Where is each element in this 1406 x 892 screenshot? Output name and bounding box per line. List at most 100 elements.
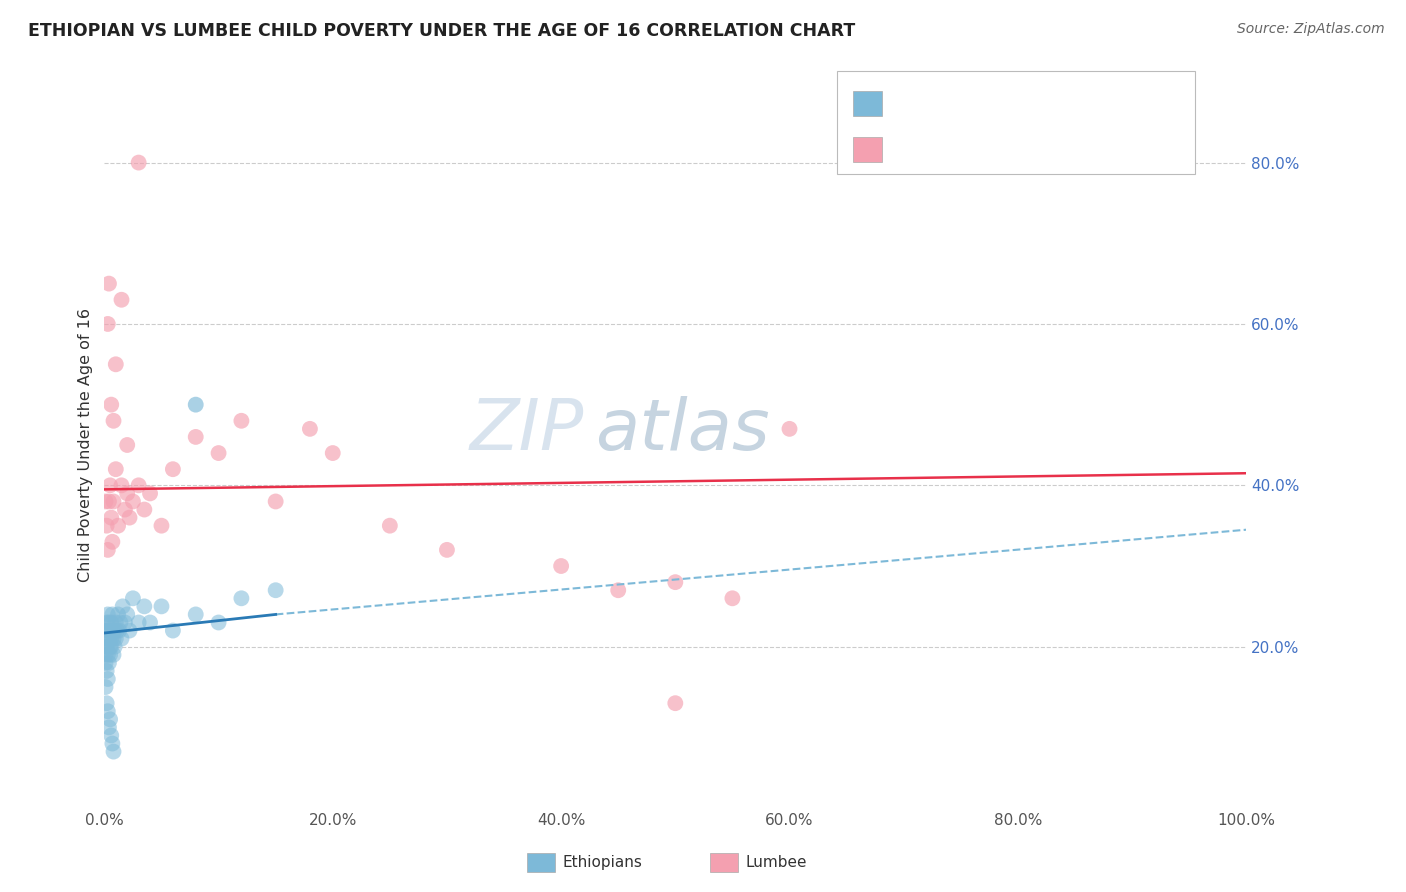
Point <box>607 583 630 598</box>
Point <box>97 672 120 686</box>
Point <box>231 591 253 606</box>
Point <box>98 712 121 726</box>
Point <box>110 632 132 646</box>
Text: 56: 56 <box>1024 95 1043 110</box>
Point <box>100 729 122 743</box>
Point <box>264 494 287 508</box>
Point <box>139 486 162 500</box>
Point <box>94 640 117 654</box>
Point <box>97 615 120 630</box>
Point <box>104 357 127 371</box>
Text: ZIP: ZIP <box>470 396 583 465</box>
Point <box>115 607 138 622</box>
Text: ETHIOPIAN VS LUMBEE CHILD POVERTY UNDER THE AGE OF 16 CORRELATION CHART: ETHIOPIAN VS LUMBEE CHILD POVERTY UNDER … <box>28 22 855 40</box>
Text: 0.076: 0.076 <box>925 95 969 110</box>
Point <box>128 615 150 630</box>
Point <box>101 624 124 638</box>
Point <box>103 745 125 759</box>
Point <box>100 398 122 412</box>
Point <box>105 624 128 638</box>
Point <box>100 640 122 654</box>
Point <box>139 615 162 630</box>
Point <box>103 632 125 646</box>
Point <box>111 599 134 614</box>
Point <box>103 494 125 508</box>
Point <box>97 656 120 670</box>
Point <box>107 607 129 622</box>
Point <box>104 624 127 638</box>
Point <box>97 277 120 291</box>
Point <box>184 398 207 412</box>
Point <box>94 624 117 638</box>
Point <box>378 518 401 533</box>
Point <box>664 696 686 710</box>
Point <box>107 518 129 533</box>
Point <box>97 607 120 622</box>
Point <box>101 737 124 751</box>
Point <box>97 317 120 331</box>
Point <box>550 559 572 574</box>
Point <box>97 542 120 557</box>
Point <box>94 680 117 694</box>
Point <box>96 518 118 533</box>
Point <box>184 430 207 444</box>
Point <box>122 494 145 508</box>
Point <box>664 575 686 590</box>
Text: 41: 41 <box>1024 142 1043 156</box>
Point <box>184 607 207 622</box>
Point <box>134 599 156 614</box>
Point <box>98 478 121 492</box>
Point <box>162 624 184 638</box>
Point <box>118 624 141 638</box>
Point <box>94 648 117 662</box>
Point <box>96 632 118 646</box>
Point <box>97 720 120 734</box>
Point <box>721 591 744 606</box>
Point <box>436 542 458 557</box>
Point <box>97 624 120 638</box>
Text: Ethiopians: Ethiopians <box>562 855 643 870</box>
Point <box>114 615 136 630</box>
Point <box>98 624 121 638</box>
Text: N =: N = <box>991 95 1025 110</box>
Point <box>94 656 117 670</box>
Point <box>110 478 132 492</box>
Point <box>110 615 132 630</box>
Point <box>104 615 127 630</box>
Point <box>100 510 122 524</box>
Point <box>207 446 229 460</box>
Point <box>97 494 120 508</box>
Point <box>101 534 124 549</box>
Point <box>115 438 138 452</box>
Point <box>96 640 118 654</box>
Point <box>298 422 321 436</box>
Point <box>101 607 124 622</box>
Point <box>94 494 117 508</box>
Point <box>98 640 121 654</box>
Point <box>115 486 138 500</box>
Point <box>96 615 118 630</box>
Point <box>97 632 120 646</box>
Point <box>150 518 173 533</box>
Point <box>150 599 173 614</box>
Point <box>162 462 184 476</box>
Point <box>96 664 118 678</box>
Point <box>103 648 125 662</box>
Point <box>103 414 125 428</box>
Point <box>104 462 127 476</box>
Text: R =: R = <box>893 142 927 156</box>
Point <box>104 640 127 654</box>
Point <box>96 696 118 710</box>
Point <box>264 583 287 598</box>
Point <box>108 624 131 638</box>
Y-axis label: Child Poverty Under the Age of 16: Child Poverty Under the Age of 16 <box>79 308 93 582</box>
Point <box>104 632 127 646</box>
Point <box>100 615 122 630</box>
Point <box>110 293 132 307</box>
Point <box>118 510 141 524</box>
Point <box>779 422 801 436</box>
Point <box>134 502 156 516</box>
Point <box>100 632 122 646</box>
Point <box>128 478 150 492</box>
Point <box>122 591 145 606</box>
